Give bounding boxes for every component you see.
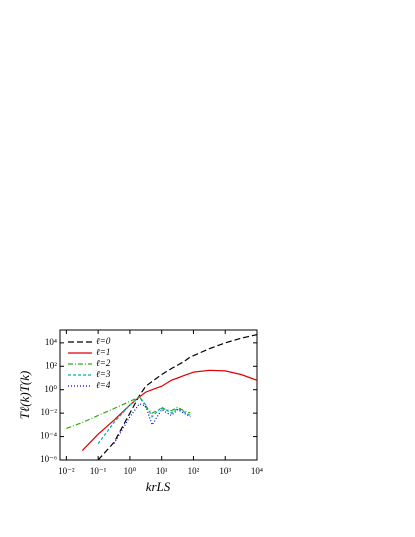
- series-line: [66, 396, 191, 429]
- x-tick-label: 10²: [188, 466, 200, 476]
- y-tick-label: 10⁰: [44, 384, 57, 394]
- x-tick-label: 10⁴: [251, 466, 263, 476]
- legend-label: ℓ=4: [96, 380, 111, 390]
- legend-label: ℓ=1: [96, 347, 110, 357]
- x-tick-label: 10³: [219, 466, 231, 476]
- x-axis-label: krLS: [146, 479, 171, 494]
- y-tick-label: 10⁻⁴: [40, 431, 57, 441]
- series-line: [97, 395, 191, 444]
- series-line: [97, 334, 257, 460]
- plot-area: [66, 334, 257, 460]
- legend-label: ℓ=0: [96, 336, 111, 346]
- x-tick-label: 10¹: [156, 466, 168, 476]
- plot-frame: [59, 329, 258, 461]
- x-tick-label: 10⁻¹: [90, 466, 107, 476]
- y-tick-label: 10⁻²: [41, 407, 58, 417]
- x-tick-label: 10⁰: [124, 466, 137, 476]
- y-tick-label: 10⁴: [45, 337, 57, 347]
- legend-label: ℓ=3: [96, 369, 111, 379]
- y-axis-label: Tℓ(k)T(k): [17, 371, 32, 420]
- legend-label: ℓ=2: [96, 358, 111, 368]
- x-tick-label: 10⁻²: [58, 466, 75, 476]
- y-tick-label: 10⁻⁶: [40, 454, 57, 464]
- y-tick-label: 10²: [45, 360, 57, 370]
- series-line: [113, 403, 191, 444]
